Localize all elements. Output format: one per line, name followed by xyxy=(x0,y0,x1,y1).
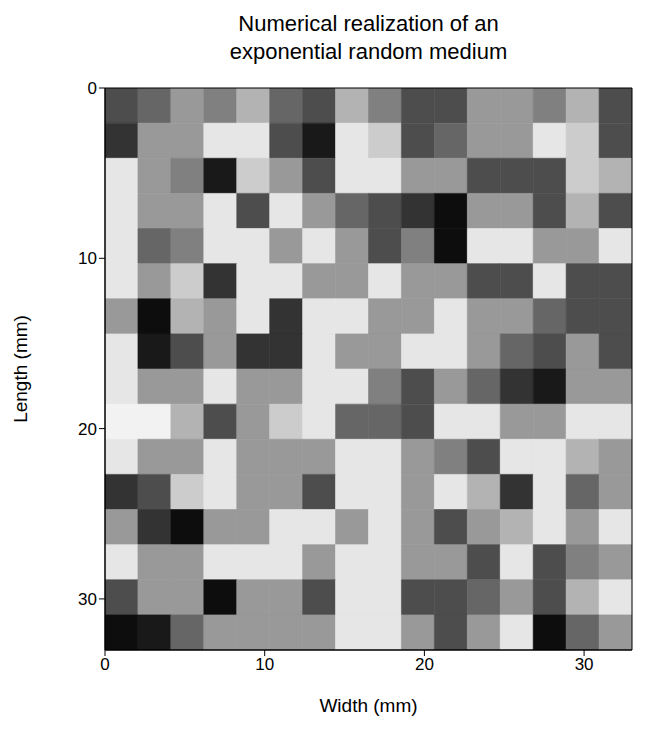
svg-text:20: 20 xyxy=(415,655,434,674)
svg-text:10: 10 xyxy=(78,249,97,268)
svg-text:0: 0 xyxy=(88,80,97,98)
svg-text:30: 30 xyxy=(78,590,97,609)
svg-text:Length (mm): Length (mm) xyxy=(10,315,31,423)
svg-text:20: 20 xyxy=(78,420,97,439)
svg-text:Width (mm): Width (mm) xyxy=(319,695,417,716)
svg-text:10: 10 xyxy=(255,655,274,674)
svg-text:30: 30 xyxy=(575,655,594,674)
html-text:Numerical realization of an ex: Numerical realization of an exponential … xyxy=(229,11,508,64)
svg-text:0: 0 xyxy=(100,655,109,674)
